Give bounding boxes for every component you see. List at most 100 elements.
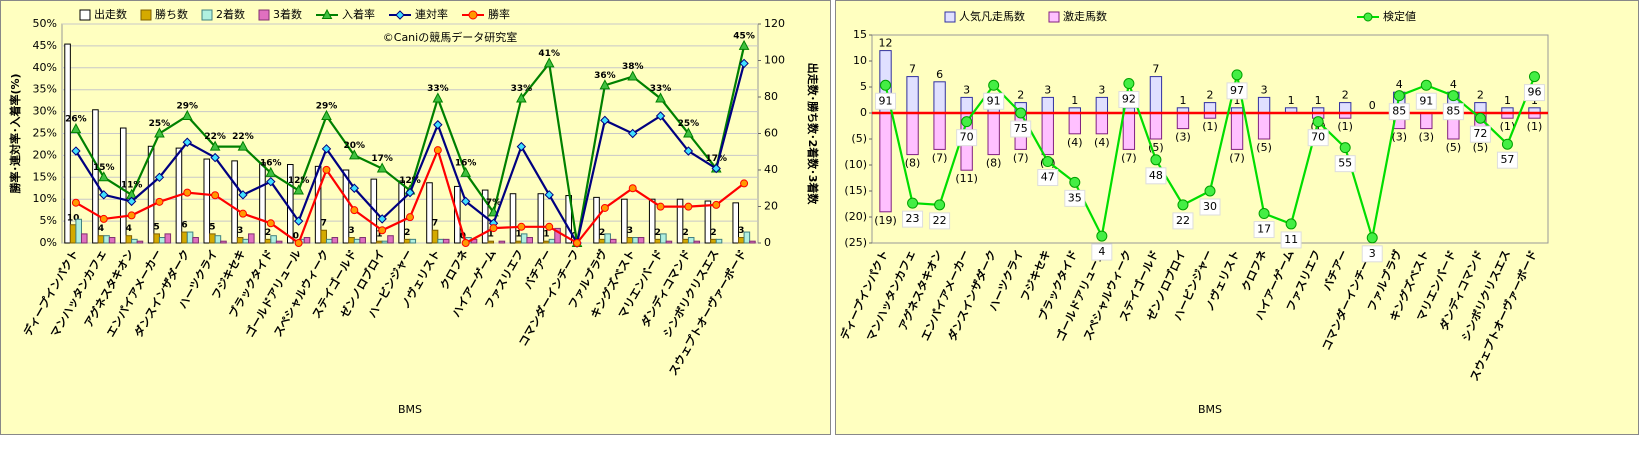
- bar: [1176, 112, 1190, 130]
- marker: [460, 196, 471, 207]
- data-label: (1): [1527, 120, 1543, 133]
- bar: [498, 240, 506, 244]
- marker: [99, 214, 108, 223]
- data-label: 6: [936, 68, 943, 81]
- marker: [127, 211, 136, 220]
- bar: [353, 238, 361, 244]
- y2-tick-label: 40: [764, 163, 778, 176]
- label-box: [1145, 167, 1167, 185]
- marker: [1528, 71, 1540, 83]
- bar: [131, 238, 138, 244]
- data-label: 3: [738, 226, 744, 236]
- bar: [1149, 76, 1163, 114]
- marker: [628, 184, 637, 193]
- marker: [1150, 154, 1162, 166]
- bar: [1095, 112, 1109, 135]
- legend-label: 入着率: [342, 7, 375, 21]
- marker: [126, 196, 137, 207]
- marker: [154, 127, 165, 138]
- bar: [543, 240, 550, 244]
- marker: [934, 199, 946, 211]
- data-label: 91: [1419, 94, 1433, 107]
- watermark: ©Caniの競馬データ研究室: [383, 30, 517, 44]
- legend-label: 3着数: [273, 7, 302, 21]
- data-label: 1: [1315, 94, 1322, 107]
- marker: [376, 162, 388, 173]
- marker: [544, 190, 554, 200]
- marker: [599, 79, 611, 90]
- bar: [320, 229, 327, 244]
- data-label: 91: [879, 94, 893, 107]
- marker: [1447, 90, 1459, 102]
- legend-swatch: [201, 9, 213, 21]
- bar: [637, 237, 645, 244]
- legend-marker: [321, 8, 333, 19]
- marker: [405, 187, 415, 198]
- bar: [214, 235, 222, 244]
- data-label: 2: [599, 228, 605, 238]
- bar: [1041, 112, 1054, 156]
- marker: [182, 137, 192, 147]
- bar: [654, 238, 662, 244]
- bar: [682, 238, 689, 244]
- label-box: [875, 92, 897, 110]
- y-tick-label: (10): [844, 158, 867, 171]
- marker: [573, 239, 582, 247]
- marker: [1015, 107, 1027, 119]
- data-label: 3: [1369, 247, 1376, 260]
- marker: [628, 128, 638, 139]
- marker: [683, 146, 694, 156]
- marker: [517, 222, 526, 231]
- marker: [1420, 79, 1432, 91]
- label-box: [902, 210, 924, 228]
- data-label: 1: [1071, 94, 1078, 107]
- bar: [621, 198, 628, 244]
- data-label: 16%: [260, 158, 282, 168]
- marker: [1069, 176, 1081, 188]
- y-tick-label: (20): [844, 210, 867, 223]
- bar: [97, 235, 105, 244]
- label-box: [1064, 189, 1086, 207]
- data-label: 7%: [486, 198, 501, 208]
- marker: [880, 79, 892, 91]
- marker: [711, 163, 721, 174]
- bar: [64, 43, 71, 244]
- data-label: 41%: [538, 49, 560, 59]
- marker: [238, 209, 247, 218]
- marker: [1339, 142, 1351, 154]
- data-label: 7: [432, 219, 438, 229]
- data-label: 11: [1284, 233, 1298, 246]
- data-label: (1): [1337, 120, 1353, 133]
- y-tick-label: 0: [860, 106, 867, 119]
- data-label: 48: [1149, 169, 1163, 182]
- label-box: [1307, 129, 1329, 147]
- bar: [270, 235, 277, 244]
- bar: [626, 237, 634, 244]
- marker: [738, 39, 750, 50]
- data-label: 47: [1041, 171, 1055, 184]
- left-panel: [0, 0, 831, 435]
- label-box: [929, 212, 951, 230]
- data-label: 6: [181, 221, 187, 231]
- bar: [103, 235, 110, 244]
- bar: [342, 169, 350, 244]
- bar: [264, 238, 272, 244]
- marker: [237, 140, 249, 151]
- bar: [409, 238, 417, 244]
- y-tick-label: 45%: [33, 39, 57, 52]
- bar: [164, 233, 172, 244]
- bar: [220, 240, 227, 244]
- bar: [209, 233, 216, 244]
- bar: [554, 227, 561, 244]
- marker: [155, 197, 164, 206]
- bar: [665, 240, 673, 244]
- marker: [1042, 156, 1054, 168]
- marker: [712, 200, 721, 209]
- data-label: 4: [1396, 78, 1403, 91]
- marker: [516, 92, 527, 103]
- data-label: (19): [874, 214, 897, 227]
- data-label: 7: [909, 63, 916, 76]
- data-label: 1: [515, 230, 521, 240]
- marker: [294, 239, 303, 247]
- bar: [1122, 112, 1136, 150]
